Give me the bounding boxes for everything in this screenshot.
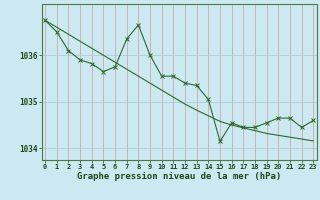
X-axis label: Graphe pression niveau de la mer (hPa): Graphe pression niveau de la mer (hPa) [77, 172, 281, 181]
